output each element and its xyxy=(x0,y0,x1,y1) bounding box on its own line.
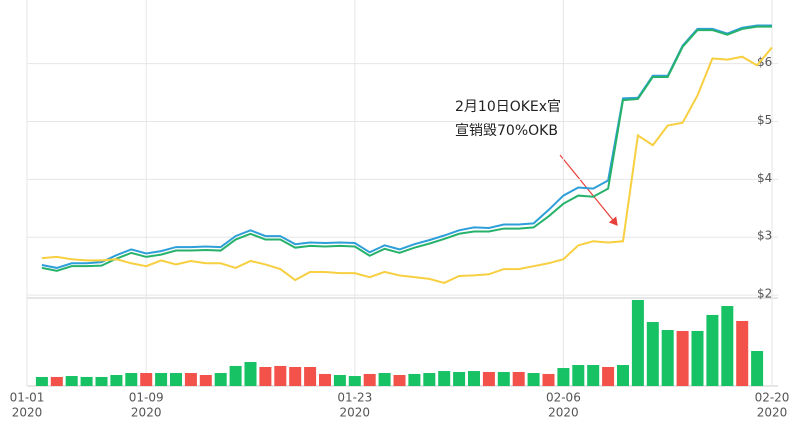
volume-bar xyxy=(274,365,287,386)
x-tick-label: 02-20 xyxy=(755,391,790,405)
volume-bar xyxy=(95,376,108,386)
volume-bar xyxy=(289,366,302,386)
volume-bar xyxy=(512,371,525,386)
y-tick-label: $4 xyxy=(757,171,772,185)
volume-bar xyxy=(497,371,510,386)
volume-bar xyxy=(527,373,540,386)
volume-bar xyxy=(50,376,63,386)
volume-bar xyxy=(631,300,644,386)
volume-bar xyxy=(721,306,734,386)
volume-bar xyxy=(676,330,689,386)
volume-bar xyxy=(110,374,123,386)
volume-bar xyxy=(304,366,317,386)
volume-bar xyxy=(453,371,466,386)
volume-bar xyxy=(691,330,704,386)
x-tick-label: 01-23 xyxy=(337,391,372,405)
y-tick-label: $5 xyxy=(757,113,772,127)
y-tick-label: $3 xyxy=(757,229,772,243)
x-tick-label: 2020 xyxy=(548,406,579,420)
x-tick-label: 01-09 xyxy=(129,391,164,405)
y-tick-label: $6 xyxy=(757,55,772,69)
volume-bar xyxy=(557,368,570,386)
volume-bar xyxy=(319,373,331,386)
x-tick-label: 02-06 xyxy=(546,391,581,405)
volume-bar xyxy=(706,314,719,386)
volume-bar xyxy=(482,371,495,386)
volume-bar xyxy=(423,373,436,386)
volume-bar xyxy=(199,374,212,386)
annotation-line: 2月10日OKEx官 xyxy=(455,99,561,115)
volume-bar xyxy=(259,366,272,386)
x-tick-label: 2020 xyxy=(12,406,43,420)
volume-bar xyxy=(170,373,182,386)
price-line xyxy=(41,25,772,272)
x-tick-label: 01-01 xyxy=(10,391,45,405)
volume-bar xyxy=(244,362,257,386)
volume-bar xyxy=(751,350,764,386)
volume-bar xyxy=(602,366,615,386)
volume-bar xyxy=(184,373,197,386)
volume-bar xyxy=(65,376,78,386)
volume-bar xyxy=(155,373,168,386)
volume-bar xyxy=(468,371,480,386)
x-tick-label: 2020 xyxy=(131,406,162,420)
volume-bar xyxy=(333,374,346,386)
volume-bar xyxy=(646,322,659,386)
volume-bar xyxy=(572,365,585,386)
volume-bar xyxy=(378,373,391,386)
volume-bar xyxy=(542,373,555,386)
x-tick-label: 2020 xyxy=(757,406,788,420)
volume-bar xyxy=(617,365,629,386)
price-line xyxy=(41,46,773,285)
volume-bar xyxy=(661,330,674,386)
volume-bar xyxy=(229,365,242,386)
x-tick-label: 2020 xyxy=(340,406,371,420)
volume-bar xyxy=(35,376,48,386)
volume-bar xyxy=(140,373,153,386)
volume-bar xyxy=(214,373,227,386)
volume-bar xyxy=(125,373,138,386)
volume-bar xyxy=(438,371,451,386)
volume-bar xyxy=(80,376,93,386)
y-tick-label: $2 xyxy=(757,287,772,301)
annotation-arrow xyxy=(559,154,618,226)
price-line xyxy=(41,24,772,269)
volume-bar xyxy=(587,365,600,386)
volume-bar xyxy=(363,373,376,386)
volume-bar xyxy=(736,320,749,386)
volume-bar xyxy=(393,374,406,386)
volume-bar xyxy=(408,373,421,386)
volume-bar xyxy=(348,376,361,386)
annotation-line: 宣销毁70%OKB xyxy=(455,123,558,139)
